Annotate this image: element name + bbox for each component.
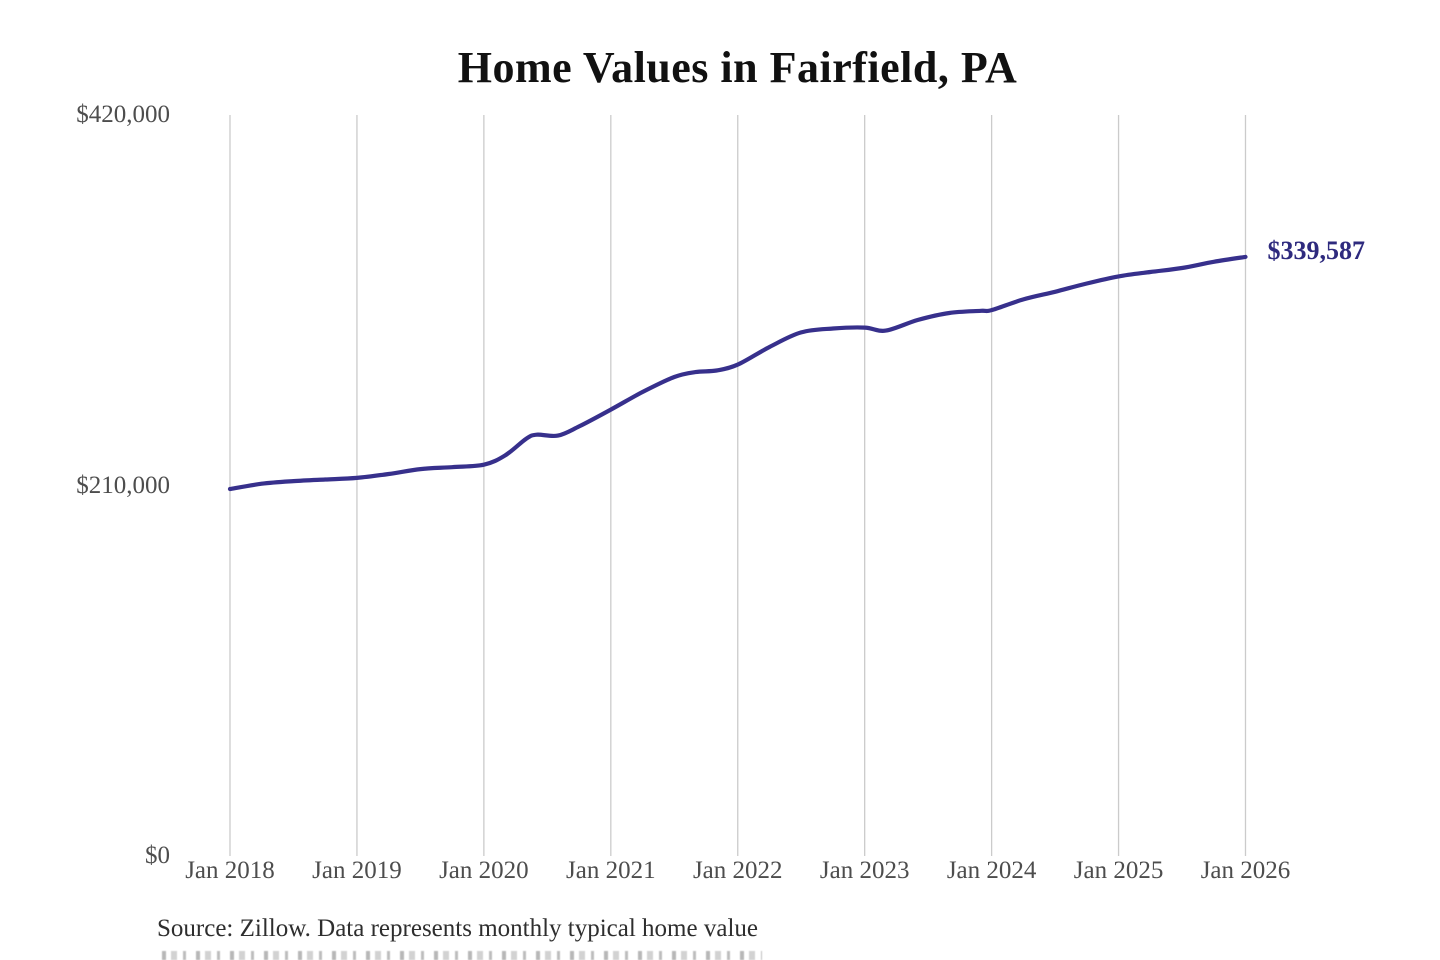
x-axis-tick-jan-2025: Jan 2025 [1073, 857, 1164, 884]
x-axis-tick-jan-2019: Jan 2019 [312, 857, 402, 884]
x-axis-tick-jan-2022: Jan 2022 [692, 857, 783, 884]
chart-title: Home Values in Fairfield, PA [457, 43, 1018, 92]
y-axis-tick-420000: $420,000 [76, 101, 170, 128]
x-axis-tick-jan-2024: Jan 2024 [946, 857, 1037, 884]
y-axis-tick-210000: $210,000 [76, 471, 170, 499]
y-axis-tick-0: $0 [145, 842, 170, 869]
clipped-text-artifact [162, 951, 762, 960]
x-axis-tick-jan-2020: Jan 2020 [439, 857, 529, 884]
source-note: Source: Zillow. Data represents monthly … [157, 915, 758, 942]
home-value-line [227, 254, 1248, 492]
latest-value-label: $339,587 [1267, 235, 1366, 265]
x-axis-tick-jan-2023: Jan 2023 [819, 857, 910, 884]
x-axis-tick-jan-2026: Jan 2026 [1200, 857, 1291, 884]
x-axis-tick-jan-2018: Jan 2018 [185, 857, 275, 884]
x-axis-tick-jan-2021: Jan 2021 [566, 857, 656, 884]
